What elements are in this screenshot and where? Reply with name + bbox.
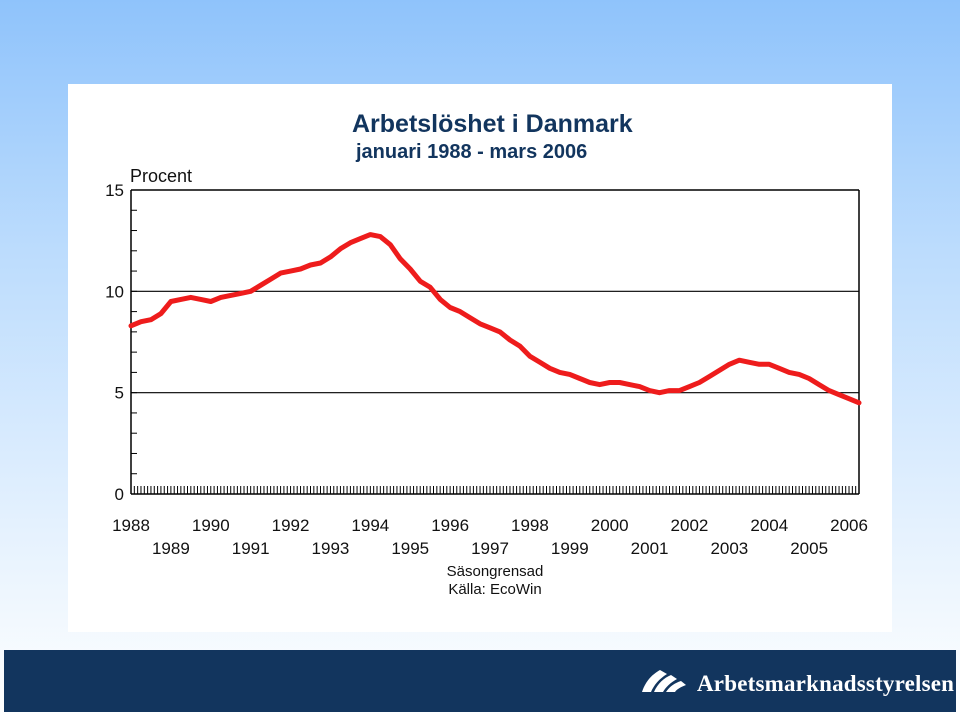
x-tick-label-top: 1992 xyxy=(272,516,310,535)
x-tick-label-top: 1994 xyxy=(351,516,389,535)
x-tick-label-top: 1988 xyxy=(112,516,150,535)
footer-bar xyxy=(4,650,956,712)
brand-logo-icon xyxy=(642,670,686,692)
slide-panel xyxy=(68,84,892,632)
x-tick-label-bottom: 1999 xyxy=(551,539,589,558)
y-axis-label: Procent xyxy=(130,166,193,186)
brand-name: Arbetsmarknadsstyrelsen xyxy=(697,671,955,696)
chart-note-seasonal: Säsongrensad xyxy=(446,563,544,580)
x-tick-label-bottom: 1997 xyxy=(471,539,509,558)
y-tick-label: 10 xyxy=(105,282,124,301)
x-tick-label-top: 2002 xyxy=(671,516,709,535)
x-tick-label-top: 1990 xyxy=(192,516,230,535)
chart-title: Arbetslöshet i Danmark xyxy=(352,110,633,138)
chart-note-source: Källa: EcoWin xyxy=(448,581,542,598)
x-tick-label-bottom: 1993 xyxy=(312,539,350,558)
y-tick-label: 0 xyxy=(115,485,124,504)
x-tick-label-bottom: 2005 xyxy=(790,539,828,558)
x-tick-label-top: 2006 xyxy=(830,516,868,535)
x-tick-label-top: 2004 xyxy=(750,516,788,535)
chart-subtitle: januari 1988 - mars 2006 xyxy=(356,141,588,163)
x-tick-label-bottom: 2003 xyxy=(710,539,748,558)
x-tick-label-bottom: 2001 xyxy=(631,539,669,558)
x-tick-label-top: 1996 xyxy=(431,516,469,535)
y-tick-label: 15 xyxy=(105,181,124,200)
x-tick-label-top: 1998 xyxy=(511,516,549,535)
x-tick-label-bottom: 1991 xyxy=(232,539,270,558)
x-tick-label-bottom: 1989 xyxy=(152,539,190,558)
x-tick-label-top: 2000 xyxy=(591,516,629,535)
y-tick-label: 5 xyxy=(115,384,124,403)
x-tick-label-bottom: 1995 xyxy=(391,539,429,558)
series-line-0 xyxy=(128,232,862,406)
